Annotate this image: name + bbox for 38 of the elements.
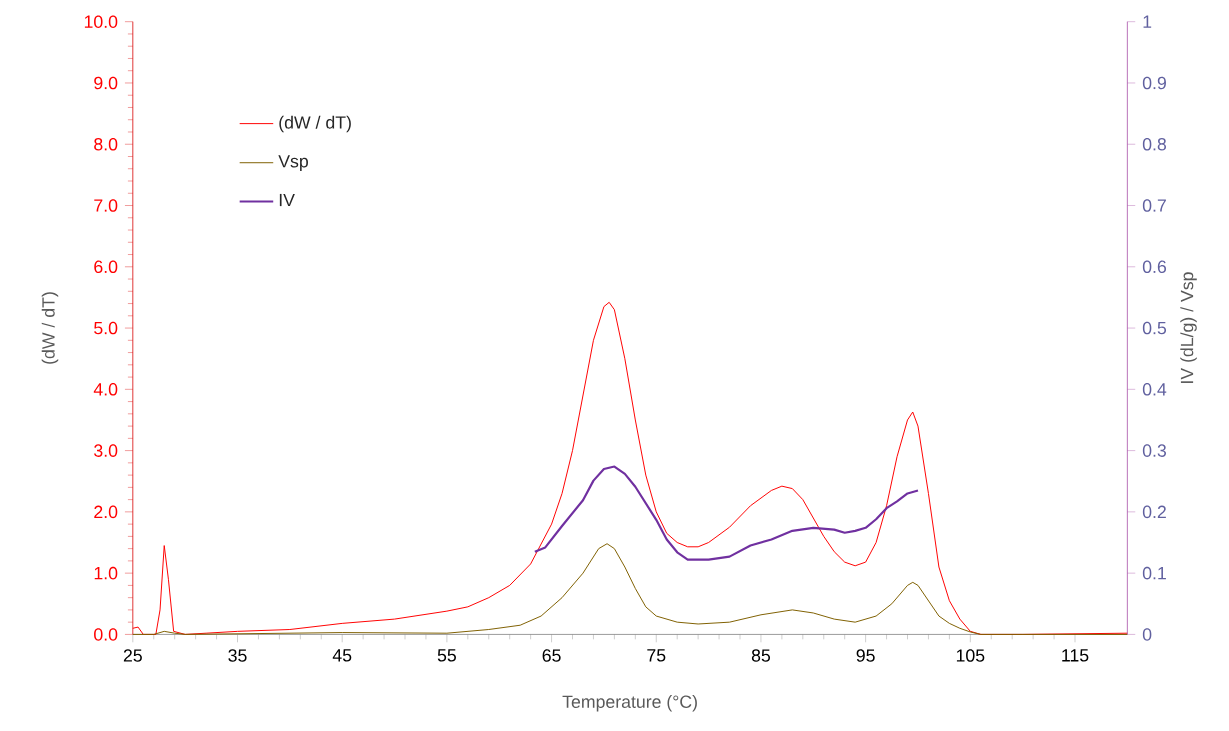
x-tick-label: 75 [647,649,666,662]
y-tick-label: 4.0 [93,383,118,396]
x-tick-label: 65 [542,649,561,662]
y-tick-label: 0.0 [94,628,118,641]
y-axis-title: (dW / dT) [41,292,59,364]
x-tick-label: 35 [228,649,247,662]
x-tick-label: 95 [856,649,875,662]
legend-label: (dW / dT) [279,115,351,133]
y-tick-label: 8.0 [94,137,118,151]
y2-tick-label: 0.9 [1142,76,1166,90]
y2-axis-title: IV (dL/g) / Vsp [1180,272,1197,383]
y2-tick-label: 0.2 [1142,505,1166,519]
y-tick-label: 10.0 [84,15,118,28]
y-tick-label: 6.0 [94,260,118,274]
y2-tick-label: 0.1 [1142,566,1166,580]
x-tick-label: 85 [751,649,771,662]
x-tick-label: 25 [123,649,142,662]
legend-label: IV [279,193,295,207]
y2-tick-label: 1 [1143,15,1152,28]
y-tick-label: 1.0 [94,566,118,580]
y-tick-label: 3.0 [94,444,118,457]
y2-tick-label: 0.8 [1142,137,1167,151]
y2-tick-label: 0.4 [1142,383,1167,396]
y-tick-label: 5.0 [94,321,118,335]
y2-tick-label: 0.7 [1142,199,1166,212]
x-tick-label: 55 [437,649,456,662]
x-axis-title: Temperature (°C) [562,694,697,712]
y2-tick-label: 0 [1142,628,1152,641]
y-tick-label: 2.0 [94,505,118,519]
x-tick-label: 115 [1062,649,1089,662]
y-tick-label: 7.0 [94,199,118,212]
legend-label: Vsp [278,155,308,171]
x-tick-label: 105 [956,649,985,662]
y2-tick-label: 0.3 [1142,444,1167,457]
y2-tick-label: 0.5 [1142,321,1167,335]
x-tick-label: 45 [332,649,352,662]
y-tick-label: 9.0 [94,76,118,90]
y2-tick-label: 0.6 [1142,260,1167,274]
